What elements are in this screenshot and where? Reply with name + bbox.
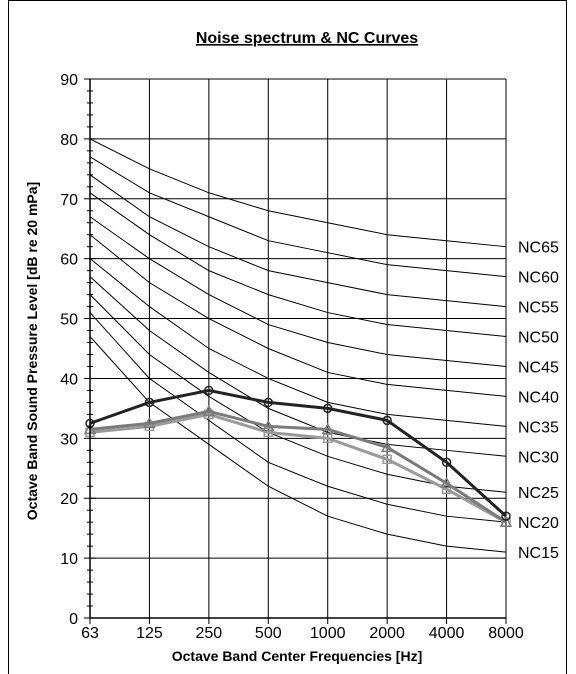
nc-curve-line bbox=[89, 276, 507, 457]
grid bbox=[90, 78, 507, 618]
nc-curve-line bbox=[89, 156, 507, 278]
nc-curve-label: NC60 bbox=[518, 270, 559, 287]
y-tick-label: 0 bbox=[69, 611, 78, 628]
square-marker bbox=[382, 454, 392, 465]
y-tick-label: 90 bbox=[60, 72, 78, 89]
nc-curve-line bbox=[89, 258, 507, 427]
series-line bbox=[89, 388, 508, 518]
y-tick-label: 50 bbox=[60, 312, 78, 329]
triangle-marker bbox=[143, 416, 156, 429]
chart-title: Noise spectrum & NC Curves bbox=[196, 30, 418, 47]
series-line bbox=[89, 409, 507, 524]
y-tick-label: 40 bbox=[60, 371, 78, 388]
y-tick-label: 70 bbox=[60, 192, 78, 209]
x-tick-label: 125 bbox=[136, 625, 163, 642]
nc-curve-label: NC15 bbox=[518, 545, 559, 562]
x-tick-label: 4000 bbox=[429, 625, 465, 642]
tick-labels: 0 10 20 30 40 50 60 70 80 90 63 125 250 500 1000 2000 40… bbox=[60, 72, 524, 642]
nc-curve-label: NC45 bbox=[518, 359, 559, 376]
curve-labels: NC15 NC20 NC25 NC30 NC35 NC40 NC45 NC50 NC55 NC60… bbox=[518, 240, 559, 562]
nc-curve-line bbox=[89, 294, 507, 493]
circle-marker bbox=[501, 511, 511, 521]
circle-marker bbox=[263, 397, 274, 408]
x-tick-label: 63 bbox=[81, 625, 99, 642]
nc-curves bbox=[89, 138, 507, 553]
square-marker bbox=[263, 427, 274, 438]
nc-curve-label: NC55 bbox=[518, 300, 559, 317]
nc-curve-line bbox=[89, 336, 507, 553]
y-tick-label: 20 bbox=[60, 491, 78, 508]
axes bbox=[84, 78, 507, 624]
x-tick-label: 500 bbox=[255, 625, 282, 642]
circle-marker bbox=[382, 415, 392, 426]
nc-curve-label: NC65 bbox=[518, 240, 559, 257]
square-marker bbox=[441, 484, 452, 494]
y-tick-label: 80 bbox=[60, 132, 78, 149]
triangle-marker bbox=[321, 422, 334, 435]
nc-curve-line bbox=[89, 138, 507, 248]
nc-curve-line bbox=[89, 234, 507, 397]
y-axis-label: Octave Band Sound Pressure Level [dB re … bbox=[24, 182, 40, 520]
x-tick-label: 8000 bbox=[488, 625, 524, 642]
triangle-marker bbox=[440, 476, 453, 488]
nc-curve-label: NC40 bbox=[518, 389, 559, 406]
square-marker bbox=[322, 433, 333, 444]
triangle-marker bbox=[380, 440, 394, 453]
nc-curve-label: NC50 bbox=[518, 330, 559, 347]
nc-curve-label: NC30 bbox=[518, 449, 559, 466]
nc-curve-label: NC35 bbox=[518, 419, 559, 436]
circle-marker bbox=[204, 385, 214, 396]
nc-curve-label: NC25 bbox=[518, 485, 559, 502]
chart-frame bbox=[8, 0, 567, 674]
x-tick-label: 1000 bbox=[310, 625, 346, 642]
y-tick-label: 30 bbox=[60, 431, 78, 448]
y-tick-label: 10 bbox=[60, 551, 78, 568]
nc-curve-label: NC20 bbox=[518, 515, 559, 532]
circle-marker bbox=[144, 397, 155, 408]
x-tick-label: 250 bbox=[196, 625, 223, 642]
y-tick-label: 60 bbox=[60, 252, 78, 269]
nc-curve-line bbox=[89, 174, 507, 308]
data-series bbox=[83, 385, 513, 527]
nc-curve-line bbox=[89, 312, 507, 523]
triangle-marker bbox=[202, 404, 216, 417]
triangle-marker bbox=[262, 419, 275, 432]
x-tick-label: 2000 bbox=[369, 625, 405, 642]
circle-marker bbox=[322, 403, 333, 414]
nc-curve-line bbox=[89, 192, 507, 338]
series-line bbox=[89, 412, 507, 524]
triangle-marker bbox=[499, 515, 513, 527]
nc-curve-line bbox=[89, 216, 507, 367]
x-axis-label: Octave Band Center Frequencies [Hz] bbox=[172, 648, 423, 664]
circle-marker bbox=[441, 457, 452, 468]
